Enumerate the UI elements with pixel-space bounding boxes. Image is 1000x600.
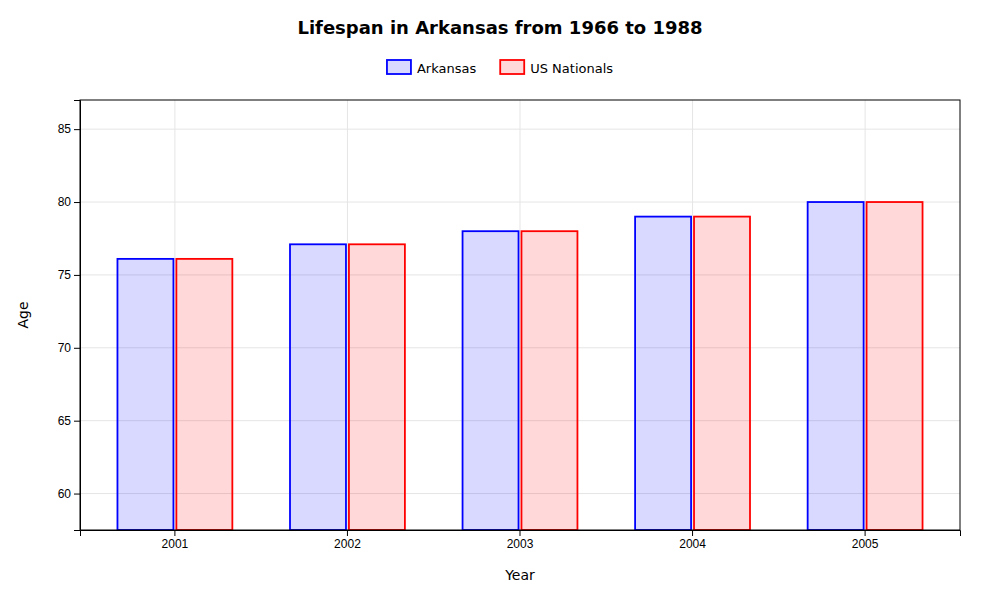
y-tick-mark	[74, 202, 80, 203]
bar	[117, 259, 173, 530]
grid-line-x	[174, 100, 175, 530]
x-tick-mark	[692, 530, 693, 536]
y-axis-line	[74, 101, 81, 531]
legend-label: US Nationals	[530, 61, 613, 76]
bar	[290, 244, 346, 530]
x-tick: 2005	[852, 530, 879, 551]
y-tick-mark	[74, 275, 80, 276]
y-tick: 75	[58, 268, 80, 282]
grid-line-x	[520, 100, 521, 530]
y-tick: 65	[58, 414, 80, 428]
y-tick-mark	[74, 129, 80, 130]
legend-swatch	[500, 60, 524, 74]
x-tick-mark	[520, 530, 521, 536]
plot: 2001 2002 2003 2004 2005 60 65 70 75 80 85	[58, 100, 961, 551]
bar	[521, 231, 577, 530]
grid	[80, 100, 960, 530]
bar	[176, 259, 232, 530]
bar	[349, 244, 405, 530]
bar	[635, 217, 691, 530]
title: Lifespan in Arkansas from 1966 to 1988	[297, 17, 702, 38]
x-tick: 2002	[334, 530, 361, 551]
y-axis: 60 65 70 75 80 85	[58, 101, 81, 531]
grid-line-x	[347, 100, 348, 530]
y-tick-mark	[74, 348, 80, 349]
bar	[694, 217, 750, 530]
y-tick-label: 80	[58, 195, 72, 209]
x-tick-label: 2005	[852, 537, 879, 551]
y-tick-mark	[74, 421, 80, 422]
bar	[808, 202, 864, 530]
bar	[867, 202, 923, 530]
y-tick-label: 70	[58, 341, 72, 355]
y-tick: 70	[58, 341, 80, 355]
y-tick-label: 75	[58, 268, 72, 282]
x-tick: 2003	[507, 530, 534, 551]
chart: 2001 2002 2003 2004 2005 60 65 70 75 80 85 Lifespan…	[0, 0, 1000, 600]
y-tick: 80	[58, 195, 80, 209]
x-axis-line	[81, 531, 961, 537]
y-tick: 60	[58, 487, 80, 501]
x-axis: 2001 2002 2003 2004 2005	[81, 530, 961, 551]
x-tick-label: 2003	[507, 537, 534, 551]
y-tick-label: 60	[58, 487, 72, 501]
x-axis-title: Year	[504, 567, 535, 583]
bars	[117, 202, 922, 530]
bar	[463, 231, 519, 530]
y-tick-label: 85	[58, 122, 72, 136]
plot-frame	[80, 100, 960, 530]
x-tick-mark	[174, 530, 175, 536]
x-tick: 2001	[162, 530, 189, 551]
x-tick-mark	[865, 530, 866, 536]
x-tick-label: 2002	[334, 537, 361, 551]
legend-item: Arkansas	[387, 60, 476, 76]
legend-swatch	[387, 60, 411, 74]
y-axis-title: Age	[15, 301, 31, 328]
legend: Arkansas US Nationals	[387, 60, 613, 76]
x-tick-label: 2001	[162, 537, 189, 551]
y-tick: 85	[58, 122, 80, 136]
grid-line-x	[692, 100, 693, 530]
y-tick-mark	[74, 494, 80, 495]
x-tick: 2004	[679, 530, 706, 551]
legend-label: Arkansas	[417, 61, 476, 76]
x-tick-mark	[347, 530, 348, 536]
y-tick-label: 65	[58, 414, 72, 428]
x-tick-label: 2004	[679, 537, 706, 551]
grid-line-x	[865, 100, 866, 530]
legend-item: US Nationals	[500, 60, 613, 76]
